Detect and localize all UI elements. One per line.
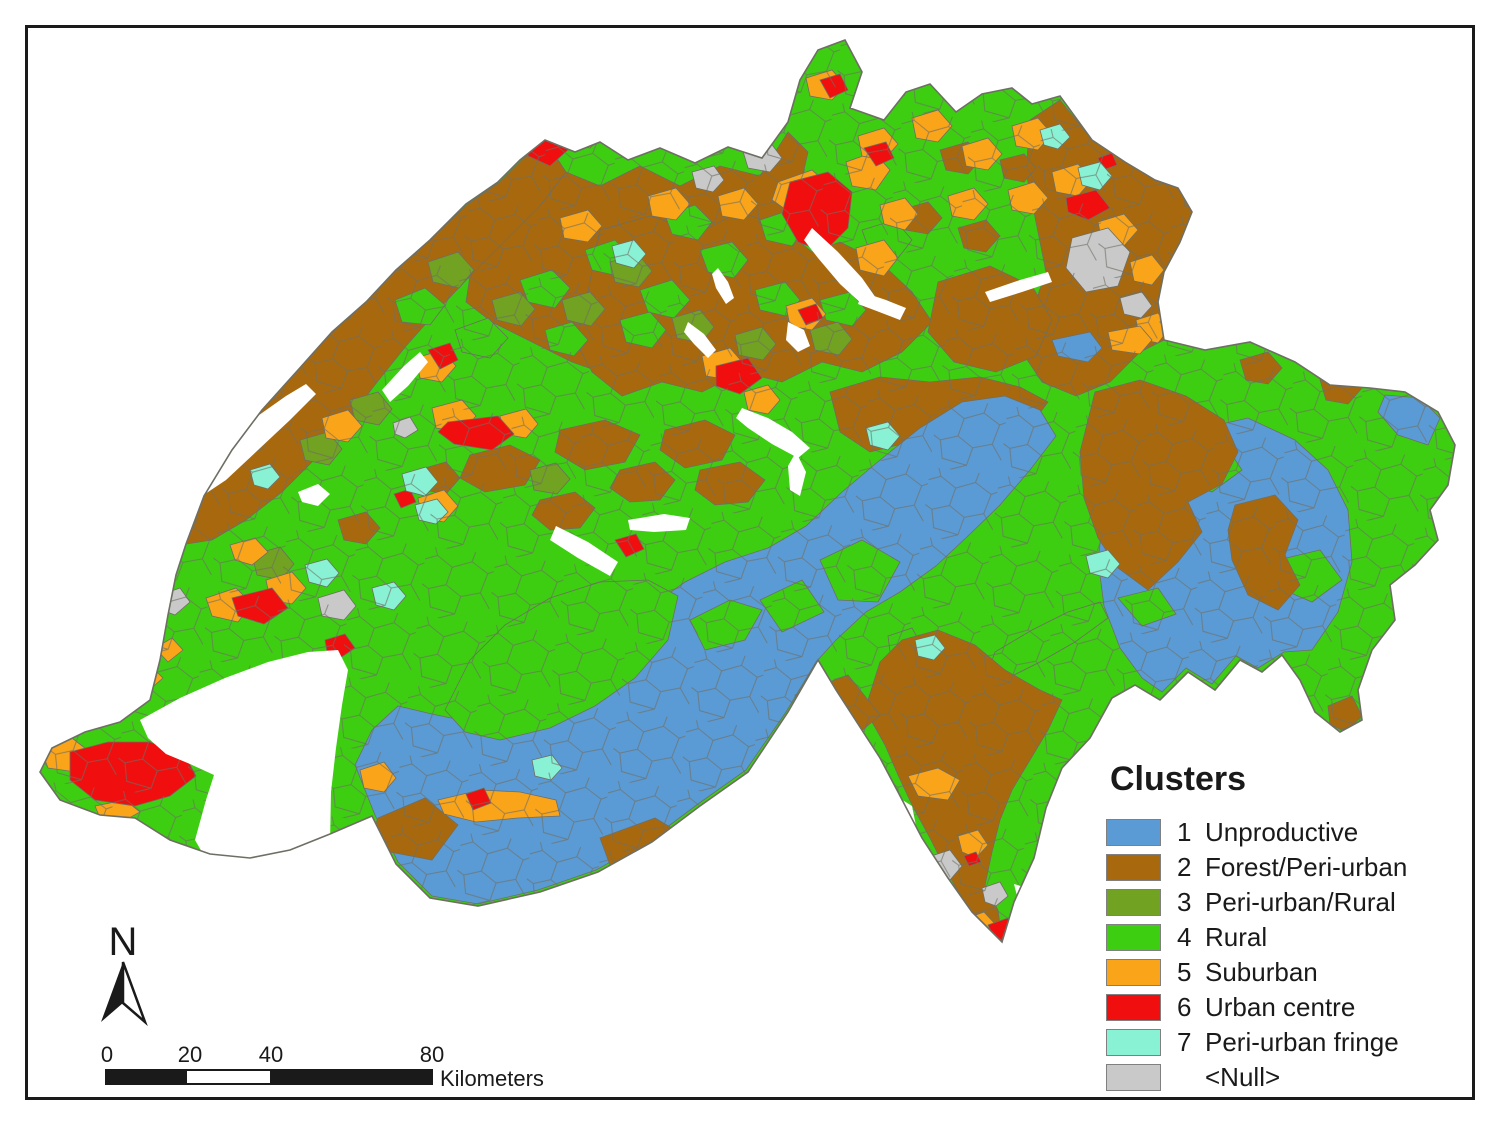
legend-num: 6 (1177, 992, 1192, 1022)
legend-num: 3 (1177, 887, 1192, 917)
legend-item-periurban-rural: 3 Peri-urban/Rural (1106, 885, 1476, 920)
scale-bar-unit: Kilometers (440, 1066, 544, 1091)
legend-title: Clusters (1110, 760, 1247, 798)
legend-label: Suburban (1205, 957, 1318, 987)
north-arrow-label: N (109, 920, 138, 964)
legend-swatch-urban-centre (1106, 994, 1161, 1021)
legend-label: Peri-urban/Rural (1205, 887, 1396, 917)
legend-item-suburban: 5 Suburban (1106, 955, 1476, 990)
legend-swatch-periurban-rural (1106, 889, 1161, 916)
legend-swatch-null (1106, 1064, 1161, 1091)
scale-tick-0: 0 (101, 1042, 113, 1067)
legend: Clusters 1 Unproductive 2 Forest/Peri-ur… (1106, 760, 1476, 1095)
legend-num: 2 (1177, 852, 1192, 882)
legend-label: Peri-urban fringe (1205, 1027, 1399, 1057)
north-arrow-right-half (121, 961, 148, 1027)
legend-label: Urban centre (1205, 992, 1356, 1022)
scale-bar-segment-3 (270, 1070, 432, 1084)
legend-swatch-unproductive (1106, 819, 1161, 846)
legend-num: 4 (1177, 922, 1192, 952)
scale-bar-segment-1 (106, 1070, 187, 1084)
legend-label: <Null> (1205, 1062, 1281, 1092)
scale-bar-border (105, 1069, 433, 1085)
legend-swatch-forest-periurban (1106, 854, 1161, 881)
legend-item-urban-centre: 6 Urban centre (1106, 990, 1476, 1025)
scale-bar: 0 20 40 80 Kilometers (101, 1042, 544, 1091)
scale-tick-20: 20 (178, 1042, 202, 1067)
north-arrow: N (101, 920, 148, 1027)
legend-label: Unproductive (1205, 817, 1359, 847)
scale-tick-80: 80 (420, 1042, 444, 1067)
legend-item-unproductive: 1 Unproductive (1106, 815, 1476, 850)
legend-item-periurban-fringe: 7 Peri-urban fringe (1106, 1025, 1476, 1060)
legend-swatch-suburban (1106, 959, 1161, 986)
north-arrow-left-half (101, 962, 123, 1022)
scale-bar-segment-2 (187, 1070, 270, 1084)
scale-tick-40: 40 (259, 1042, 283, 1067)
legend-item-null: <Null> (1106, 1060, 1476, 1095)
legend-num: 5 (1177, 957, 1192, 987)
legend-label: Rural (1205, 922, 1268, 952)
legend-item-forest-periurban: 2 Forest/Peri-urban (1106, 850, 1476, 885)
legend-label: Forest/Peri-urban (1205, 852, 1408, 882)
legend-item-rural: 4 Rural (1106, 920, 1476, 955)
legend-num: 1 (1177, 817, 1192, 847)
legend-swatch-periurban-fringe (1106, 1029, 1161, 1056)
legend-num: 7 (1177, 1027, 1192, 1057)
legend-swatch-rural (1106, 924, 1161, 951)
